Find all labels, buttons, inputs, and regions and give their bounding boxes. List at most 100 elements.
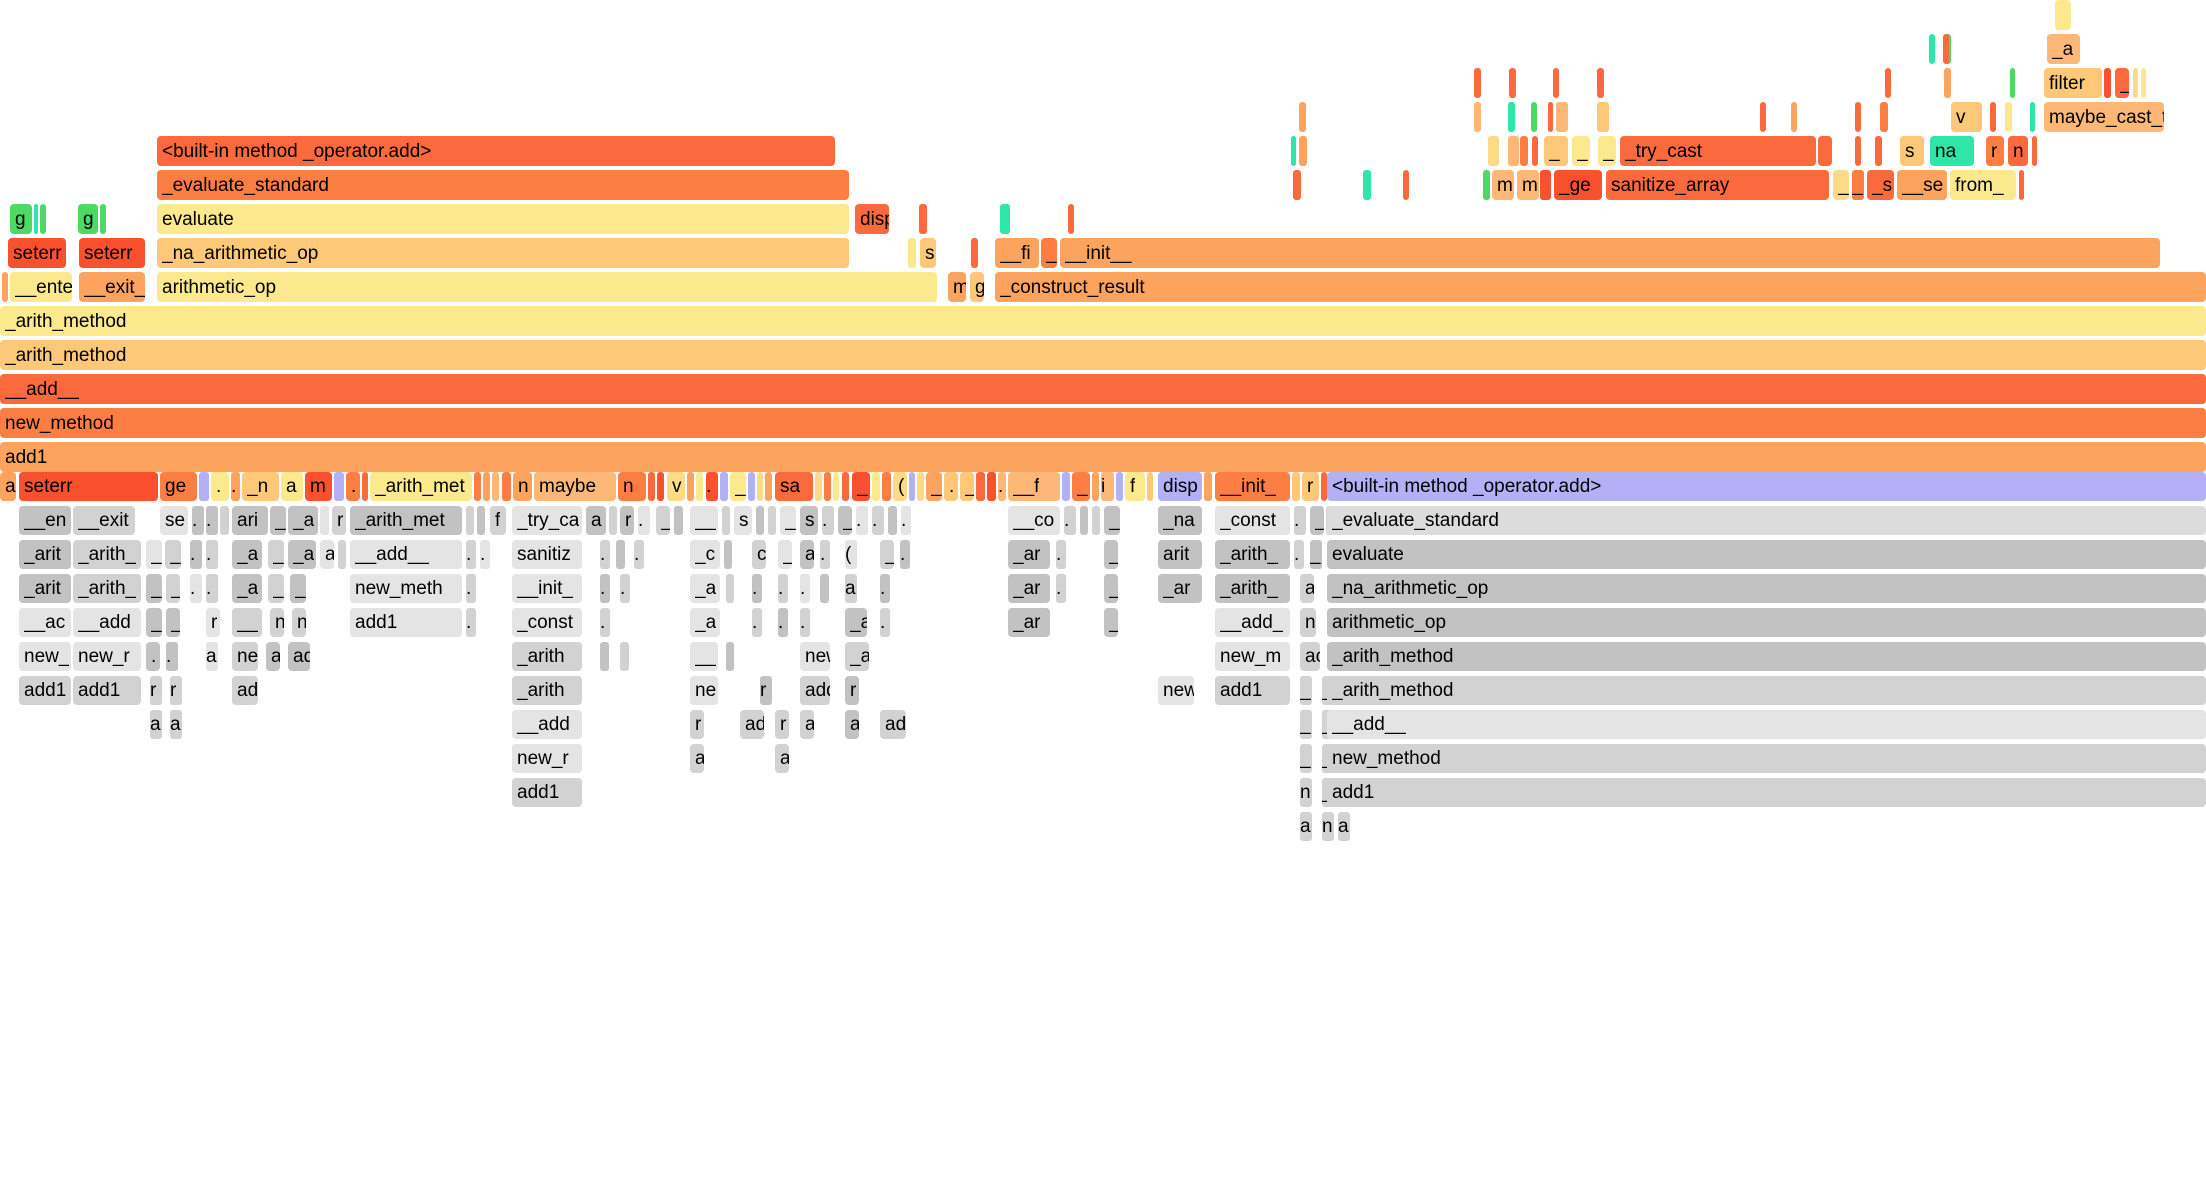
flamegraph-frame[interactable]: a <box>266 642 280 671</box>
flamegraph-frame-thin[interactable] <box>1068 204 1074 234</box>
flamegraph-frame-thin[interactable] <box>976 472 985 501</box>
flamegraph-frame[interactable]: _s <box>1867 170 1894 200</box>
flamegraph-frame[interactable]: . <box>800 574 810 603</box>
flamegraph-frame[interactable]: na <box>1930 136 1974 166</box>
flamegraph-frame[interactable]: _ <box>1300 744 1312 773</box>
flamegraph-frame[interactable]: n <box>270 608 284 637</box>
flamegraph-frame[interactable]: r <box>690 710 704 739</box>
flamegraph-frame[interactable]: new_meth <box>350 574 462 603</box>
flamegraph-frame[interactable]: seterr <box>8 238 66 268</box>
flamegraph-frame[interactable]: __exit <box>73 506 135 535</box>
flamegraph-frame[interactable]: r <box>150 676 162 705</box>
flamegraph-frame[interactable]: a <box>1300 812 1312 841</box>
flamegraph-frame[interactable]: evaluate <box>157 204 849 234</box>
flamegraph-frame[interactable]: __f <box>1008 472 1060 501</box>
flamegraph-frame[interactable]: __add <box>73 608 141 637</box>
flamegraph-frame[interactable]: _arith <box>512 676 582 705</box>
flamegraph-frame[interactable]: g <box>10 204 32 234</box>
flamegraph-frame[interactable]: . <box>146 642 160 671</box>
flamegraph-frame[interactable]: __ <box>690 642 718 671</box>
flamegraph-frame[interactable]: . <box>466 540 476 569</box>
flamegraph-frame[interactable]: __add__ <box>350 540 462 569</box>
flamegraph-frame-thin[interactable] <box>1483 170 1490 200</box>
flamegraph-frame[interactable]: r <box>1986 136 2004 166</box>
flamegraph-frame[interactable]: . <box>706 472 718 501</box>
flamegraph-frame-thin[interactable] <box>765 472 772 501</box>
flamegraph-frame[interactable]: . <box>206 506 218 535</box>
flamegraph-frame[interactable]: new_method <box>0 408 2206 438</box>
flamegraph-frame-thin[interactable] <box>502 472 511 501</box>
flamegraph-frame[interactable]: _ <box>1041 238 1057 268</box>
flamegraph-frame-thin[interactable] <box>722 506 730 535</box>
flamegraph-frame-thin[interactable] <box>909 472 915 501</box>
flamegraph-frame-thin[interactable] <box>1363 170 1371 200</box>
flamegraph-frame[interactable]: _na_arithmetic_op <box>1327 574 2206 603</box>
flamegraph-frame[interactable]: _ <box>146 574 162 603</box>
flamegraph-frame[interactable]: _ <box>1310 540 1322 569</box>
flamegraph-frame-thin[interactable] <box>334 472 344 501</box>
flamegraph-frame[interactable]: _arith_ <box>1215 540 1290 569</box>
flamegraph-frame[interactable]: . <box>944 472 958 501</box>
flamegraph-frame[interactable]: a <box>1338 812 1350 841</box>
flamegraph-frame[interactable]: _try_ca <box>512 506 582 535</box>
flamegraph-frame-thin[interactable] <box>600 642 609 671</box>
flamegraph-frame[interactable]: r <box>206 608 220 637</box>
flamegraph-frame[interactable]: _ <box>656 506 670 535</box>
flamegraph-frame[interactable]: r <box>170 676 182 705</box>
flamegraph-frame[interactable]: _ <box>2115 68 2129 98</box>
flamegraph-frame[interactable]: v <box>1951 102 1982 132</box>
flamegraph-frame[interactable]: <built-in method _operator.add> <box>1327 472 2206 501</box>
flamegraph-frame[interactable]: new_r <box>73 642 141 671</box>
flamegraph-frame[interactable]: a <box>586 506 606 535</box>
flamegraph-frame-thin[interactable] <box>756 506 764 535</box>
flamegraph-frame[interactable]: _a <box>232 540 262 569</box>
flamegraph-frame[interactable]: add1 <box>350 608 462 637</box>
flamegraph-frame[interactable]: _evaluate_standard <box>157 170 849 200</box>
flamegraph-frame-thin[interactable] <box>616 540 625 569</box>
flamegraph-frame[interactable]: _n <box>242 472 279 501</box>
flamegraph-frame-thin[interactable] <box>2141 68 2146 98</box>
flamegraph-frame[interactable]: _ <box>880 540 894 569</box>
flamegraph-frame-thin[interactable] <box>1540 170 1551 200</box>
flamegraph-frame[interactable]: seterr <box>79 238 145 268</box>
flamegraph-frame-thin[interactable] <box>1532 136 1538 166</box>
flamegraph-frame[interactable]: _arith_ <box>1215 574 1290 603</box>
flamegraph-frame-thin[interactable] <box>1116 472 1123 501</box>
flamegraph-frame-thin[interactable] <box>1474 102 1481 132</box>
flamegraph-frame-thin[interactable] <box>971 238 978 268</box>
flamegraph-frame[interactable]: . <box>778 608 788 637</box>
flamegraph-frame[interactable]: _ <box>1852 170 1864 200</box>
flamegraph-frame[interactable]: __add__ <box>1327 710 2206 739</box>
flamegraph-frame-thin[interactable] <box>338 540 346 569</box>
flamegraph-frame[interactable]: _ <box>780 506 796 535</box>
flamegraph-frame[interactable]: _arith_met <box>370 472 472 501</box>
flamegraph-frame[interactable]: _a <box>2047 34 2080 64</box>
flamegraph-frame[interactable]: a <box>170 710 182 739</box>
flamegraph-frame-thin[interactable] <box>199 472 209 501</box>
flamegraph-frame[interactable]: se <box>160 506 188 535</box>
flamegraph-frame[interactable]: new_m <box>1215 642 1290 671</box>
flamegraph-frame-thin[interactable] <box>474 472 481 501</box>
flamegraph-frame[interactable]: . <box>1056 574 1066 603</box>
flamegraph-frame[interactable]: _arit <box>19 574 71 603</box>
flamegraph-frame[interactable]: r <box>332 506 346 535</box>
flamegraph-frame[interactable]: new_method <box>1327 744 2206 773</box>
flamegraph-frame[interactable]: _ <box>146 540 162 569</box>
flamegraph-frame[interactable]: . <box>620 574 630 603</box>
flamegraph-frame-thin[interactable] <box>362 472 368 501</box>
flamegraph-frame-thin[interactable] <box>720 472 728 501</box>
flamegraph-frame[interactable]: a <box>0 472 16 501</box>
flamegraph-frame[interactable]: ac <box>1300 642 1320 671</box>
flamegraph-frame[interactable]: n <box>513 472 532 501</box>
flamegraph-frame[interactable]: . <box>211 472 229 501</box>
flamegraph-frame-thin[interactable] <box>34 204 38 234</box>
flamegraph-frame[interactable]: f <box>1125 472 1145 501</box>
flamegraph-frame[interactable]: _ <box>165 540 181 569</box>
flamegraph-frame[interactable]: _ <box>1300 710 1312 739</box>
flamegraph-frame[interactable]: _ <box>1104 506 1120 535</box>
flamegraph-frame-thin[interactable] <box>888 506 897 535</box>
flamegraph-frame[interactable]: __ <box>232 608 262 637</box>
flamegraph-frame[interactable]: _arith_method <box>1327 642 2206 671</box>
flamegraph-frame[interactable]: _a <box>288 506 318 535</box>
flamegraph-frame-thin[interactable] <box>1292 472 1300 501</box>
